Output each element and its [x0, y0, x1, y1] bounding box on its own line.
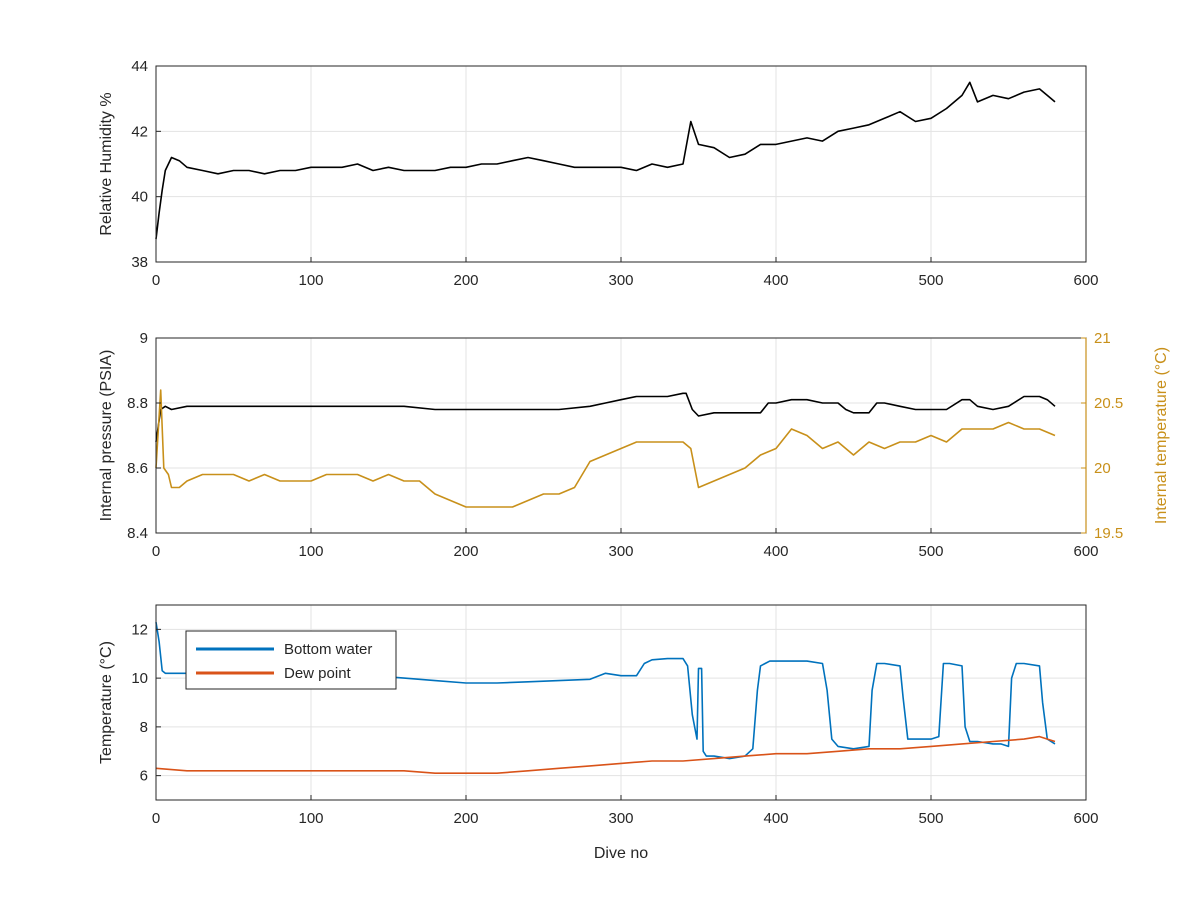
legend-box — [185, 630, 397, 690]
y-right-tick-label: 19.5 — [1094, 525, 1123, 542]
y-tick-label: 42 — [131, 123, 148, 140]
y-right-tick-label: 20 — [1094, 460, 1111, 477]
x-axis-label: Dive no — [594, 845, 648, 862]
y-tick-label: 40 — [131, 189, 148, 206]
y-right-tick-label: 20.5 — [1094, 395, 1123, 412]
y-tick-label: 38 — [131, 254, 148, 271]
temperature-panel: 0 100 200 300 400 500 600 6 8 10 12 Temperature (°C… — [98, 604, 1099, 862]
y-right-axis-label: Internal temperature (°C) — [1153, 347, 1170, 524]
x-tick-label: 100 — [298, 810, 323, 827]
x-tick-label: 200 — [453, 272, 478, 289]
x-tick-label: 400 — [763, 272, 788, 289]
y-tick-label: 6 — [140, 768, 148, 785]
series-line-0-0 — [155, 81, 1056, 240]
series-line-1-0 — [155, 392, 1056, 443]
y-tick-label: 8.4 — [127, 525, 148, 542]
x-tick-label: 600 — [1073, 272, 1098, 289]
humidity-panel: 0 100 200 300 400 500 600 38 40 42 44 Relative Humi… — [98, 58, 1099, 289]
y-tick-label: 9 — [140, 330, 148, 347]
x-tick-label: 200 — [453, 543, 478, 560]
y-tick-label: 44 — [131, 58, 148, 75]
series-line-dew-point — [155, 735, 1056, 775]
x-tick-label: 200 — [453, 810, 478, 827]
x-tick-label: 600 — [1073, 810, 1098, 827]
x-tick-label: 0 — [152, 272, 160, 289]
y-tick-label: 8.8 — [127, 395, 148, 412]
x-tick-label: 600 — [1073, 543, 1098, 560]
x-tick-label: 300 — [608, 272, 633, 289]
legend: Bottom water Dew point — [185, 630, 397, 690]
x-tick-label: 500 — [918, 272, 943, 289]
x-tick-label: 100 — [298, 543, 323, 560]
x-tick-label: 0 — [152, 543, 160, 560]
x-tick-label: 300 — [608, 810, 633, 827]
y-axis-label: Temperature (°C) — [98, 641, 115, 764]
x-tick-label: 500 — [918, 810, 943, 827]
series-line-bottom-water — [155, 621, 1056, 760]
y-right-tick-label: 21 — [1094, 330, 1111, 347]
series-line-1-1 — [155, 389, 1056, 508]
x-tick-label: 0 — [152, 810, 160, 827]
x-tick-label: 400 — [763, 543, 788, 560]
x-tick-label: 400 — [763, 810, 788, 827]
legend-entry: Dew point — [284, 665, 352, 682]
x-tick-label: 100 — [298, 272, 323, 289]
y-tick-label: 12 — [131, 621, 148, 638]
pressure-temperature-panel: 0 100 200 300 400 500 600 8.4 8.6 8.8 9 19.5 20 20.5 2… — [98, 330, 1170, 560]
y-axis-label: Internal pressure (PSIA) — [98, 350, 115, 522]
legend-entry: Bottom water — [284, 641, 372, 658]
y-axis-label: Relative Humidity % — [98, 92, 115, 235]
y-tick-label: 8.6 — [127, 460, 148, 477]
y-tick-label: 10 — [131, 670, 148, 687]
y-tick-label: 8 — [140, 719, 148, 736]
x-tick-label: 500 — [918, 543, 943, 560]
x-tick-label: 300 — [608, 543, 633, 560]
